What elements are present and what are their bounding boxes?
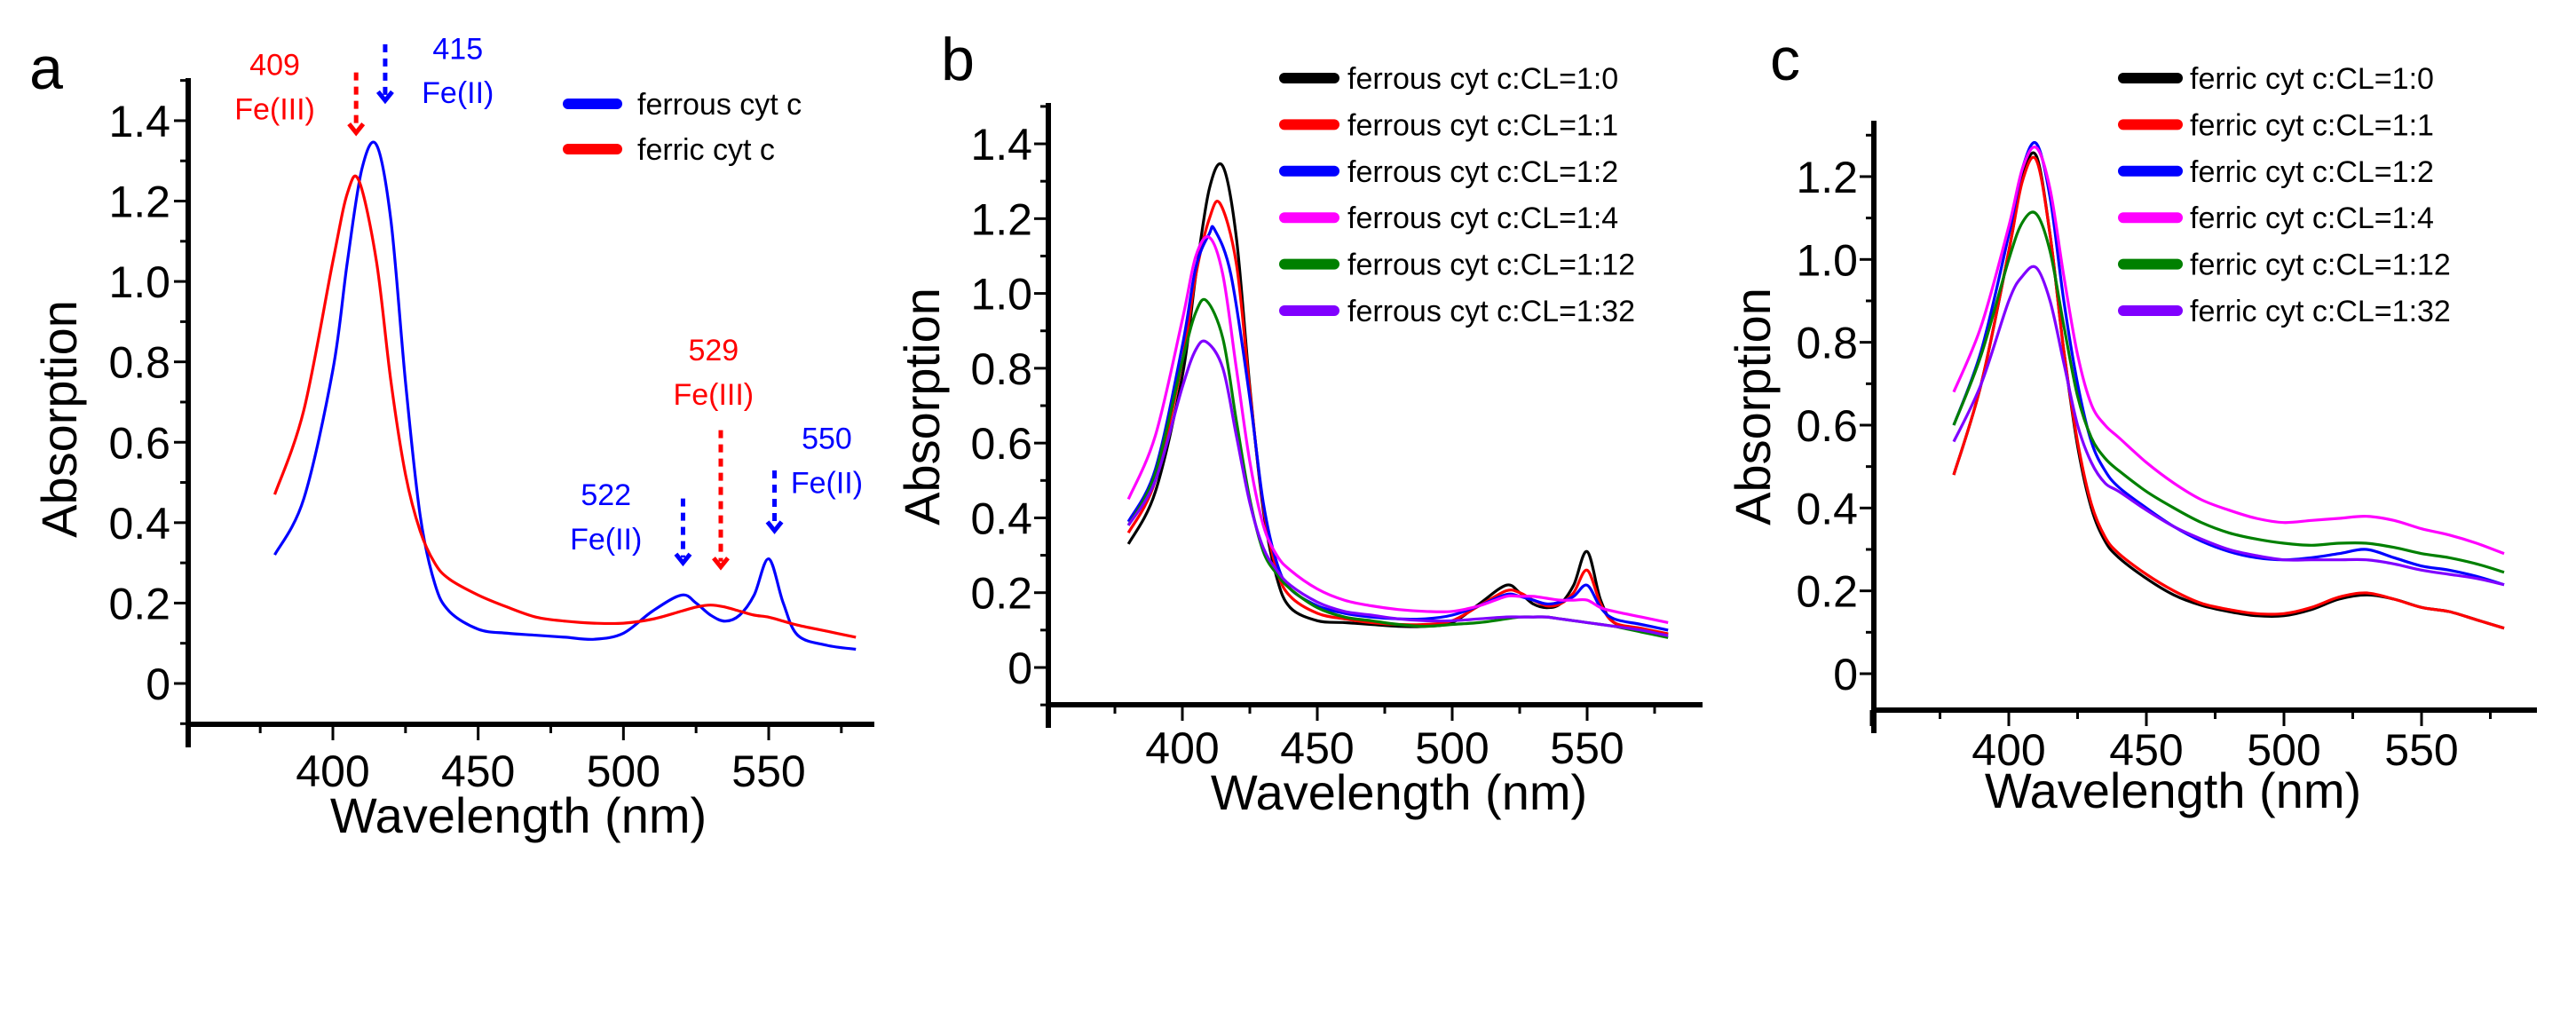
legend-label: ferric cyt c [637, 133, 775, 167]
series-line-3 [1952, 145, 2505, 556]
legend-label: ferric cyt c:CL=1:0 [2190, 62, 2434, 96]
y-tick-label: 0.8 [1796, 319, 1858, 368]
y-tick-label: 1.0 [1796, 235, 1858, 285]
series-line-2 [1126, 225, 1669, 632]
series-line-5 [1126, 339, 1669, 637]
x-axis-title: Wavelength (nm) [330, 787, 707, 843]
y-axis-title: Absorption [31, 300, 87, 538]
x-tick-label: 400 [1972, 725, 2045, 775]
panel-label: a [29, 35, 63, 102]
x-tick-label: 550 [731, 746, 805, 796]
y-tick-label: 0.6 [1796, 401, 1858, 451]
y-tick-label: 0.6 [970, 419, 1032, 469]
legend-label: ferrous cyt c:CL=1:32 [1347, 295, 1635, 328]
y-tick-label: 0 [1007, 644, 1032, 693]
y-tick-label: 1.2 [970, 194, 1032, 244]
x-tick-label: 500 [2247, 725, 2320, 775]
panel-label: c [1770, 26, 1800, 93]
y-tick-label: 0.4 [970, 494, 1032, 543]
peak-oxidation-state-label: Fe(II) [422, 76, 494, 110]
legend-label: ferric cyt c:CL=1:4 [2190, 201, 2434, 235]
x-tick-label: 400 [296, 746, 369, 796]
legend-label: ferrous cyt c:CL=1:1 [1347, 108, 1618, 142]
y-axis-title: Absorption [1725, 288, 1781, 525]
series-line-5 [1952, 265, 2505, 587]
y-tick-label: 0 [1833, 650, 1858, 699]
arrow-head-icon [375, 90, 394, 105]
series-line-1 [273, 174, 857, 639]
legend-label: ferrous cyt c:CL=1:12 [1347, 249, 1635, 282]
peak-oxidation-state-label: Fe(II) [791, 467, 863, 501]
x-tick-label: 550 [2384, 725, 2458, 775]
y-tick-label: 0.2 [108, 579, 170, 628]
series-line-0 [273, 140, 857, 652]
peak-wavelength-label: 409 [249, 49, 300, 83]
y-tick-label: 0.4 [108, 499, 170, 549]
y-tick-label: 1.0 [108, 257, 170, 307]
legend-label: ferric cyt c:CL=1:1 [2190, 108, 2434, 142]
panel-c: c 0 0.2 0.4 0.6 0.8 1.0 1.2 400 450 500 550 Waveleng… [1725, 26, 2537, 818]
peak-wavelength-label: 522 [581, 478, 631, 512]
peak-wavelength-label: 529 [688, 334, 739, 367]
legend-label: ferrous cyt c [637, 88, 802, 122]
panel-a: a 0 0.2 0.4 0.6 0.8 1.0 1.2 1.4 400 450 500 550 Wavel… [29, 32, 874, 843]
y-tick-label: 0.8 [970, 344, 1032, 394]
legend-label: ferric cyt c:CL=1:32 [2190, 295, 2451, 328]
y-tick-label: 0.6 [108, 418, 170, 468]
x-tick-label: 550 [1550, 723, 1624, 773]
x-tick-label: 500 [1415, 723, 1489, 773]
arrow-head-icon [712, 557, 730, 571]
x-tick-label: 450 [2109, 725, 2183, 775]
y-tick-label: 1.2 [1796, 153, 1858, 202]
y-tick-label: 0.4 [1796, 484, 1858, 533]
peak-oxidation-state-label: Fe(II) [570, 523, 642, 557]
x-tick-label: 450 [441, 746, 515, 796]
series-line-0 [1126, 162, 1669, 636]
y-tick-label: 1.0 [970, 270, 1032, 320]
panel-b: b 0 0.2 0.4 0.6 0.8 1.0 1.2 1.4 400 450 500 550Wavel… [894, 26, 1703, 820]
peak-wavelength-label: 550 [802, 423, 852, 456]
legend-label: ferrous cyt c:CL=1:2 [1347, 155, 1618, 189]
x-axis-title: Wavelength (nm) [1985, 762, 2361, 818]
legend-label: ferrous cyt c:CL=1:0 [1347, 62, 1618, 96]
arrow-head-icon [765, 520, 784, 534]
arrow-head-icon [347, 122, 366, 137]
series-line-1 [1126, 200, 1669, 636]
y-tick-label: 0.8 [108, 338, 170, 388]
y-tick-label: 0 [146, 660, 170, 709]
y-tick-label: 1.2 [108, 178, 170, 227]
x-tick-label: 450 [1280, 723, 1354, 773]
y-tick-label: 1.4 [970, 120, 1032, 170]
series-line-1 [1952, 155, 2505, 630]
y-tick-label: 0.2 [970, 569, 1032, 619]
series-line-4 [1952, 210, 2505, 574]
series-line-3 [1126, 235, 1669, 624]
y-axis-title: Absorption [894, 288, 950, 525]
legend-label: ferric cyt c:CL=1:12 [2190, 249, 2451, 282]
x-tick-label: 500 [587, 746, 660, 796]
arrow-head-icon [674, 552, 692, 567]
x-axis-title: Wavelength (nm) [1211, 764, 1587, 820]
peak-oxidation-state-label: Fe(III) [234, 92, 315, 126]
x-tick-label: 400 [1145, 723, 1219, 773]
y-tick-label: 0.2 [1796, 567, 1858, 617]
legend-label: ferrous cyt c:CL=1:4 [1347, 201, 1618, 235]
legend-label: ferric cyt c:CL=1:2 [2190, 155, 2434, 189]
peak-wavelength-label: 415 [432, 32, 483, 66]
peak-oxidation-state-label: Fe(III) [673, 378, 754, 412]
y-tick-label: 1.4 [108, 97, 170, 146]
panel-label: b [941, 26, 975, 93]
